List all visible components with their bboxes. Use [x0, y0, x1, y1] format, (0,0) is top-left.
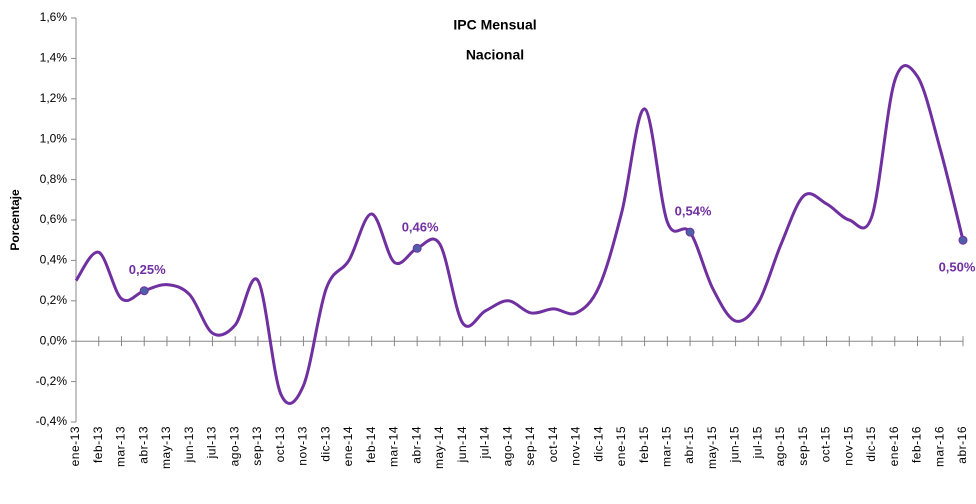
- y-tick-label: 1,4%: [40, 51, 68, 65]
- x-tick-label: jul-15: [750, 426, 764, 459]
- y-tick-label: 0,2%: [40, 293, 68, 307]
- point-marker: [139, 286, 149, 296]
- y-tick-label: 0,0%: [40, 333, 68, 347]
- x-tick-label: ene-13: [68, 426, 82, 466]
- x-tick-label: nov-14: [569, 426, 583, 466]
- x-tick-label: mar-14: [387, 426, 401, 467]
- x-tick-label: may-14: [432, 426, 446, 469]
- x-tick-label: mar-13: [114, 426, 128, 467]
- x-tick-label: sep-14: [523, 426, 537, 466]
- x-tick-label: abr-14: [409, 426, 423, 464]
- x-tick-label: sep-13: [250, 426, 264, 466]
- x-tick-label: ene-16: [887, 426, 901, 466]
- y-tick-label: 0,4%: [40, 253, 68, 267]
- y-tick-label: 1,2%: [40, 91, 68, 105]
- x-tick-label: feb-16: [910, 426, 924, 463]
- chart-title: IPC Mensual: [453, 17, 536, 33]
- x-tick-label: dic-14: [591, 426, 605, 462]
- x-tick-label: feb-15: [637, 426, 651, 463]
- data-label: 0,25%: [129, 262, 166, 277]
- y-tick-label: 1,0%: [40, 131, 68, 145]
- x-tick-label: abr-13: [136, 426, 150, 464]
- point-marker: [412, 243, 422, 253]
- x-tick-label: ene-14: [341, 426, 355, 466]
- line: [74, 64, 965, 405]
- x-tick-label: oct-13: [273, 426, 287, 462]
- x-tick-label: mar-15: [660, 426, 674, 467]
- x-tick-label: dic-13: [318, 426, 332, 462]
- data-label: 0,54%: [675, 204, 712, 219]
- x-tick-label: oct-14: [546, 426, 560, 462]
- x-tick-label: jul-13: [205, 426, 219, 459]
- x-tick-label: abr-16: [955, 426, 969, 464]
- y-tick-label: -0,2%: [36, 374, 68, 388]
- x-tick-label: ago-15: [773, 426, 787, 466]
- y-tick-label: 0,6%: [40, 212, 68, 226]
- x-tick-label: jun-14: [455, 426, 469, 463]
- chart-subtitle: Nacional: [466, 47, 524, 63]
- data-label: 0,46%: [402, 220, 439, 235]
- x-tick-label: dic-15: [864, 426, 878, 462]
- x-tick-label: nov-15: [841, 426, 855, 466]
- x-tick-label: ene-15: [614, 426, 628, 466]
- x-tick-label: jun-13: [182, 426, 196, 463]
- x-tick-label: sep-15: [796, 426, 810, 466]
- x-tick-label: ago-13: [227, 426, 241, 466]
- y-axis-label: Porcentaje: [8, 189, 22, 251]
- x-tick-label: may-15: [705, 426, 719, 469]
- y-tick-label: 0,8%: [40, 172, 68, 186]
- x-tick-label: abr-15: [682, 426, 696, 464]
- x-tick-label: nov-13: [296, 426, 310, 466]
- x-tick-label: feb-14: [364, 426, 378, 463]
- x-tick-label: feb-13: [91, 426, 105, 463]
- x-tick-label: mar-16: [932, 426, 946, 467]
- x-tick-label: jul-14: [478, 426, 492, 459]
- x-tick-label: ago-14: [500, 426, 514, 466]
- x-tick-label: may-13: [159, 426, 173, 469]
- y-tick-label: -0,4%: [36, 414, 68, 428]
- point-marker: [958, 235, 968, 245]
- point-marker: [685, 227, 695, 237]
- y-tick-label: 1,6%: [40, 10, 68, 24]
- x-tick-label: jun-15: [728, 426, 742, 463]
- x-tick-label: oct-15: [819, 426, 833, 462]
- data-label: 0,50%: [939, 260, 976, 275]
